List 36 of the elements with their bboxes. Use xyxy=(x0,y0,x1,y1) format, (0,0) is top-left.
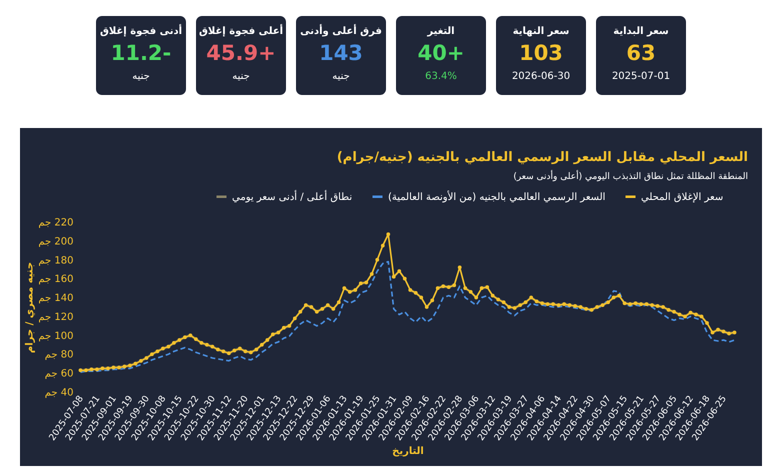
y-tick-label: 160 جم xyxy=(38,274,74,286)
y-tick-label: 220 جم xyxy=(38,218,74,228)
y-tick-label: 40 جم xyxy=(44,388,74,398)
y-tick-label: 120 جم xyxy=(38,312,74,323)
line-series xyxy=(80,260,736,373)
text: فرق أعلى وأدنى xyxy=(300,24,382,37)
chart-subtitle: المنطقة المظللة تمثل نطاق التذبذب اليومي (أعلى وأدنى سعر) xyxy=(513,170,748,182)
chart-title: السعر المحلي مقابل السعر الرسمي العالمي بالجنيه (جنيه/جرام) xyxy=(336,150,748,165)
text: 143 xyxy=(319,41,363,65)
legend-label: السعر الرسمي العالمي بالجنيه (من الأونصة العالمية) xyxy=(388,190,606,203)
y-axis-title: جنيه مصري / جرام xyxy=(24,262,36,354)
y-tick-label: 60 جم xyxy=(44,368,74,380)
text: 11.2- xyxy=(110,41,172,65)
text: سعر النهاية xyxy=(512,26,570,37)
y-tick-label: 200 جم xyxy=(38,236,74,248)
text: 45.9+ xyxy=(206,41,276,65)
text: أعلى فجوة إغلاق xyxy=(198,24,284,37)
text: 63.4% xyxy=(425,71,457,82)
text: أدنى فجوة إغلاق xyxy=(100,24,182,37)
y-tick-label: 180 جم xyxy=(38,255,74,266)
text: جنيه xyxy=(132,71,150,82)
text: التغير xyxy=(426,26,455,37)
text: 63 xyxy=(626,41,656,65)
y-tick-label: 80 جم xyxy=(44,350,74,361)
text: نطاق أعلى / أدنى سعر يومي xyxy=(232,190,352,203)
text: جنيه xyxy=(232,71,250,82)
text: سعر البداية xyxy=(613,26,669,37)
text: جنيه xyxy=(332,71,350,82)
text: 2026-06-30 xyxy=(512,71,570,82)
y-tick-label: 100 جم xyxy=(38,330,74,342)
x-axis-title: التاريخ xyxy=(392,446,424,458)
text: 2025-07-01 xyxy=(612,71,670,82)
text: 40+ xyxy=(418,41,464,65)
text: 103 xyxy=(519,41,563,65)
y-tick-label: 140 جم xyxy=(38,293,74,304)
legend-label: سعر الإغلاق المحلي xyxy=(641,192,724,203)
